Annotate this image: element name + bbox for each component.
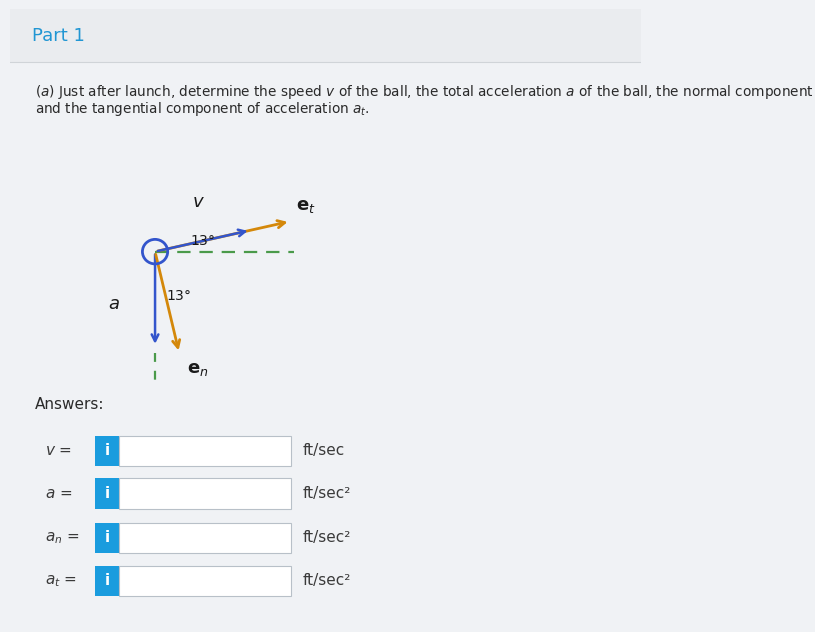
Bar	[95, 566, 119, 596]
Text: Answers:: Answers:	[35, 398, 104, 413]
Text: $v$: $v$	[192, 193, 205, 211]
Text: i: i	[104, 444, 109, 458]
Bar	[10, 9, 641, 61]
Text: ft/sec²: ft/sec²	[302, 573, 350, 588]
Text: Part 1: Part 1	[32, 27, 85, 44]
Text: $13°$: $13°$	[190, 234, 215, 248]
Bar	[119, 523, 291, 553]
Bar	[119, 566, 291, 596]
Bar	[119, 478, 291, 509]
Text: $\mathbf{e}_t$: $\mathbf{e}_t$	[296, 197, 315, 215]
Text: ft/sec: ft/sec	[302, 444, 345, 458]
Text: $(a)$ Just after launch, determine the speed $v$ of the ball, the total accelera: $(a)$ Just after launch, determine the s…	[35, 83, 815, 101]
Text: $13°$: $13°$	[166, 289, 192, 303]
Text: i: i	[104, 486, 109, 501]
Text: $a_t$ =: $a_t$ =	[45, 573, 77, 588]
Bar	[95, 478, 119, 509]
Text: $a$: $a$	[108, 295, 120, 313]
Bar	[119, 435, 291, 466]
Text: i: i	[104, 530, 109, 545]
Text: $\mathbf{e}_n$: $\mathbf{e}_n$	[187, 360, 209, 377]
Text: ft/sec²: ft/sec²	[302, 530, 350, 545]
Text: $v$ =: $v$ =	[45, 444, 72, 458]
Bar	[95, 435, 119, 466]
Text: and the tangential component of acceleration $a_t$.: and the tangential component of accelera…	[35, 100, 370, 118]
Text: i: i	[104, 573, 109, 588]
Text: $a$ =: $a$ =	[45, 486, 72, 501]
Bar	[95, 523, 119, 553]
Text: $a_n$ =: $a_n$ =	[45, 530, 79, 546]
Text: ft/sec²: ft/sec²	[302, 486, 350, 501]
